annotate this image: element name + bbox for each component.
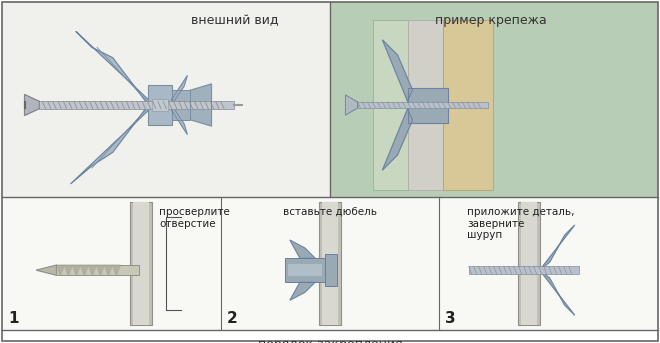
- Bar: [407, 20, 442, 190]
- Bar: [2, 197, 220, 330]
- Polygon shape: [56, 265, 64, 275]
- Bar: [152, 99, 168, 111]
- Polygon shape: [540, 270, 575, 315]
- Bar: [148, 85, 172, 125]
- Polygon shape: [172, 75, 187, 105]
- Text: приложите деталь,
заверните
шуруп: приложите деталь, заверните шуруп: [467, 207, 575, 240]
- Polygon shape: [104, 265, 112, 275]
- Bar: [517, 202, 540, 325]
- Polygon shape: [383, 40, 412, 101]
- Bar: [521, 202, 537, 325]
- Bar: [130, 202, 152, 325]
- Polygon shape: [76, 32, 148, 105]
- Polygon shape: [73, 265, 81, 275]
- Text: 3: 3: [446, 311, 456, 326]
- Polygon shape: [191, 84, 211, 126]
- Bar: [325, 254, 337, 286]
- Polygon shape: [64, 265, 73, 275]
- Bar: [358, 102, 488, 108]
- Bar: [372, 20, 407, 190]
- Text: пример крепежа: пример крепежа: [435, 14, 546, 27]
- Polygon shape: [36, 265, 56, 275]
- Polygon shape: [172, 105, 187, 134]
- Bar: [322, 202, 338, 325]
- Polygon shape: [81, 265, 88, 275]
- Polygon shape: [112, 265, 120, 275]
- Bar: [2, 2, 330, 197]
- Text: просверлите
отверстие: просверлите отверстие: [159, 207, 230, 228]
- Bar: [407, 87, 447, 122]
- Polygon shape: [383, 109, 412, 170]
- Text: вставьте дюбель: вставьте дюбель: [283, 207, 377, 217]
- Text: порядок закрепления: порядок закрепления: [257, 338, 403, 343]
- Bar: [220, 197, 440, 330]
- Text: внешний вид: внешний вид: [191, 14, 279, 27]
- Bar: [330, 2, 658, 197]
- Bar: [469, 266, 579, 274]
- Bar: [172, 90, 191, 120]
- Text: 2: 2: [226, 311, 238, 326]
- Bar: [133, 202, 149, 325]
- Bar: [288, 264, 322, 276]
- Bar: [39, 101, 234, 109]
- Polygon shape: [24, 95, 39, 116]
- Polygon shape: [96, 265, 104, 275]
- Text: 1: 1: [8, 311, 18, 326]
- Bar: [319, 202, 341, 325]
- Polygon shape: [290, 240, 315, 258]
- Polygon shape: [540, 225, 575, 270]
- Bar: [442, 20, 492, 190]
- Bar: [440, 197, 658, 330]
- Bar: [56, 265, 139, 275]
- Polygon shape: [88, 265, 96, 275]
- Polygon shape: [71, 105, 148, 184]
- Polygon shape: [345, 95, 358, 115]
- Polygon shape: [290, 282, 315, 300]
- Bar: [285, 258, 325, 282]
